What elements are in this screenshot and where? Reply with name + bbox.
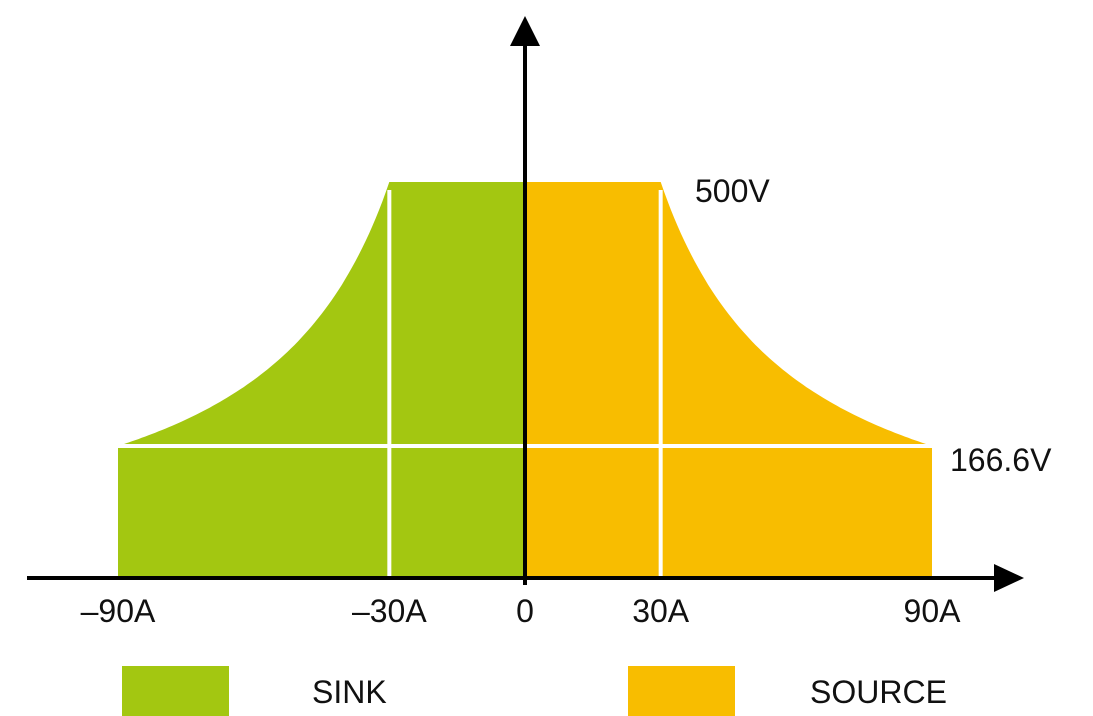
x-tick-label: –30A (352, 593, 427, 629)
legend-swatch-sink (122, 666, 229, 716)
legend-label-source: SOURCE (810, 674, 947, 710)
x-tick-label: –90A (81, 593, 156, 629)
x-axis-arrow (994, 564, 1024, 592)
y-value-label: 500V (695, 173, 770, 209)
x-tick-labels: –90A –30A 0 30A 90A (81, 593, 961, 629)
sink-area (118, 182, 525, 578)
axes (27, 16, 1024, 592)
y-value-label: 166.6V (950, 442, 1052, 478)
x-tick-label: 90A (904, 593, 962, 629)
y-tick-labels: 500V 166.6V (695, 173, 1052, 478)
y-axis-arrow (510, 16, 540, 46)
x-tick-label: 0 (516, 593, 534, 629)
x-tick-label: 30A (632, 593, 690, 629)
source-area (525, 182, 932, 578)
legend-label-sink: SINK (312, 674, 387, 710)
legend-swatch-source (628, 666, 735, 716)
